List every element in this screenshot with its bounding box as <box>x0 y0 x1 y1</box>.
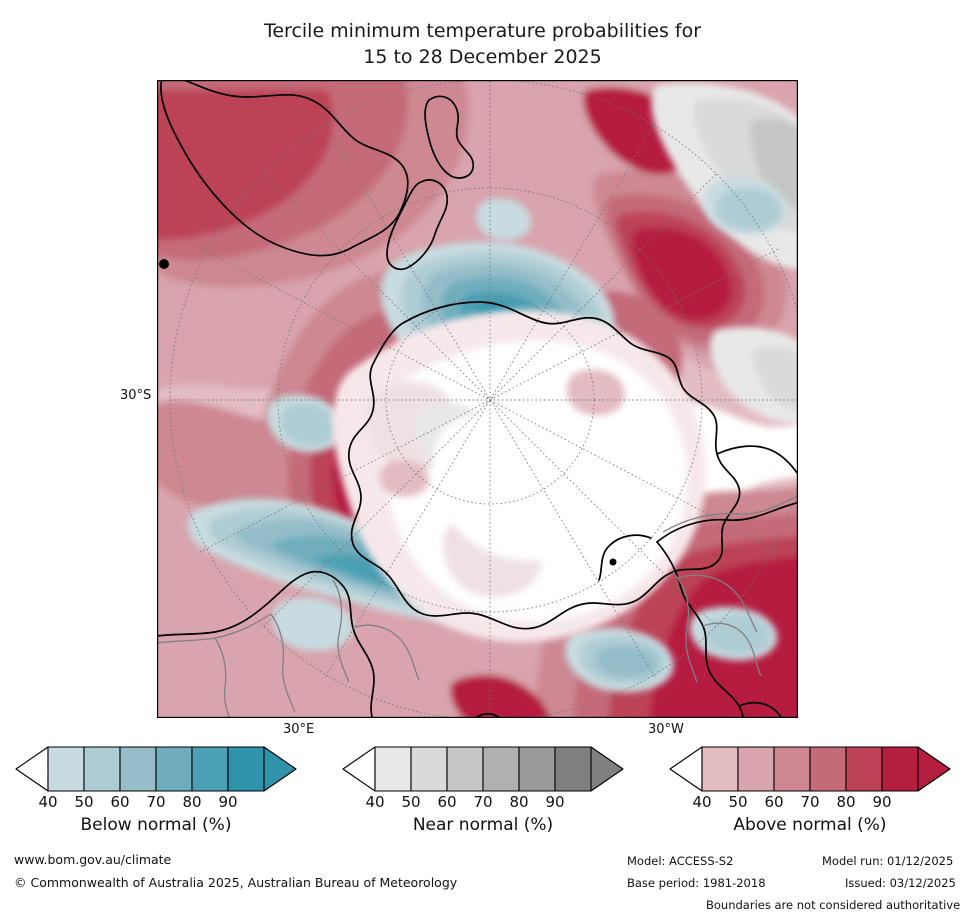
cb-near-tick-60: 60 <box>437 793 457 811</box>
title-line-1: Tercile minimum temperature probabilitie… <box>263 20 702 42</box>
cb-near-tick-50: 50 <box>401 793 421 811</box>
cb-below-tick-60: 60 <box>110 793 130 811</box>
country-borders <box>157 495 798 718</box>
colorbar-above-normal-ticks: 40 50 60 70 80 90 <box>662 793 958 813</box>
longitude-label-30w: 30°W <box>648 722 684 737</box>
colorbar-near-normal: 40 50 60 70 80 90 Near normal (%) <box>335 745 631 835</box>
cb-below-tick-80: 80 <box>182 793 202 811</box>
cb-above-tick-50: 50 <box>728 793 748 811</box>
page-title: Tercile minimum temperature probabilitie… <box>0 18 965 70</box>
colorbar-above-normal: 40 50 60 70 80 90 Above normal (%) <box>662 745 958 835</box>
cb-near-tick-90: 90 <box>545 793 565 811</box>
title-line-2: 15 to 28 December 2025 <box>363 46 602 68</box>
model-label: Model: ACCESS-S2 <box>627 854 734 868</box>
cb-above-tick-70: 70 <box>800 793 820 811</box>
colorbar-near-normal-ticks: 40 50 60 70 80 90 <box>335 793 631 813</box>
issued-label: Issued: 03/12/2025 <box>845 876 956 890</box>
cb-near-tick-70: 70 <box>473 793 493 811</box>
latitude-label-30s: 30°S <box>120 388 152 403</box>
colorbar-above-normal-swatches <box>669 746 951 792</box>
colorbar-below-normal-title: Below normal (%) <box>80 815 232 835</box>
cb-above-tick-40: 40 <box>692 793 712 811</box>
copyright-text: © Commonwealth of Australia 2025, Austra… <box>14 875 458 890</box>
colorbar-below-normal: 40 50 60 70 80 90 Below normal (%) <box>8 745 304 835</box>
cb-above-tick-60: 60 <box>764 793 784 811</box>
bom-website-link[interactable]: www.bom.gov.au/climate <box>14 852 172 867</box>
cb-below-tick-40: 40 <box>38 793 58 811</box>
cb-near-tick-80: 80 <box>509 793 529 811</box>
cb-above-tick-90: 90 <box>872 793 892 811</box>
footer: www.bom.gov.au/climate © Commonwealth of… <box>0 846 965 919</box>
colorbar-below-normal-swatches <box>15 746 297 792</box>
map-container[interactable] <box>157 80 798 718</box>
boundaries-note: Boundaries are not considered authoritat… <box>706 898 961 912</box>
longitude-label-30e: 30°E <box>283 722 315 737</box>
cb-below-tick-70: 70 <box>146 793 166 811</box>
colorbar-near-normal-title: Near normal (%) <box>412 815 554 835</box>
map-frame <box>157 80 798 718</box>
model-run-label: Model run: 01/12/2025 <box>822 854 954 868</box>
cb-above-tick-80: 80 <box>836 793 856 811</box>
colorbar-above-normal-title: Above normal (%) <box>733 815 887 835</box>
cb-below-tick-50: 50 <box>74 793 94 811</box>
map-fields <box>157 80 798 718</box>
graticule <box>169 80 798 718</box>
cb-below-tick-90: 90 <box>218 793 238 811</box>
base-period-label: Base period: 1981-2018 <box>627 876 766 890</box>
colorbar-below-normal-ticks: 40 50 60 70 80 90 <box>8 793 304 813</box>
cb-near-tick-40: 40 <box>365 793 385 811</box>
colorbar-near-normal-swatches <box>342 746 624 792</box>
probability-map[interactable] <box>157 80 798 718</box>
